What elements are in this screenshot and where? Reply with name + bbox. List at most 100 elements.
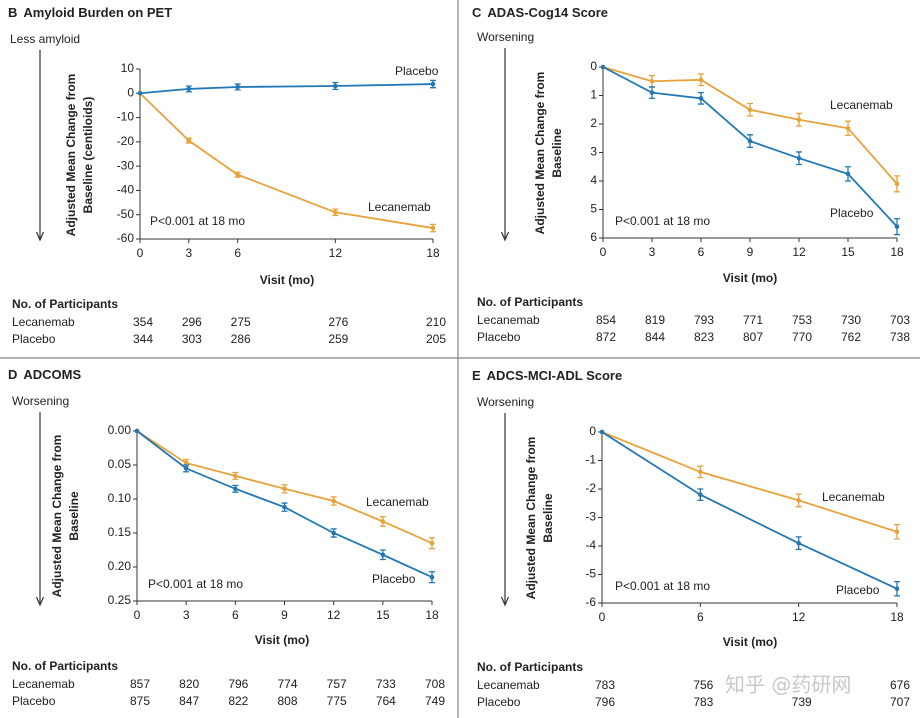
data-point <box>698 96 704 101</box>
y-tick-label: 0.10 <box>108 491 132 505</box>
y-tick-label: 0.20 <box>108 559 132 573</box>
panel-label: B <box>8 5 17 20</box>
y-tick-label: -10 <box>117 110 135 124</box>
table-cell: 707 <box>890 695 910 709</box>
panel-title-text: Amyloid Burden on PET <box>23 5 172 20</box>
panel-title-text: ADCS-MCI-ADL Score <box>487 368 623 383</box>
table-row-name: Placebo <box>12 694 56 708</box>
table-cell: 774 <box>277 677 297 691</box>
x-tick-label: 18 <box>425 608 439 622</box>
y-axis-label-line: Adjusted Mean Change from <box>50 435 64 598</box>
y-tick-label: -20 <box>117 134 135 148</box>
series-label: Lecanemab <box>368 200 431 214</box>
panel-title: C ADAS-Cog14 Score <box>472 5 608 20</box>
data-point <box>233 473 238 479</box>
table-cell: 820 <box>179 677 199 691</box>
y-axis-label-line: Adjusted Mean Change from <box>64 74 78 237</box>
x-tick-label: 9 <box>747 245 754 259</box>
annotation: P<0.001 at 18 mo <box>148 577 243 591</box>
table-cell: 775 <box>327 694 347 708</box>
data-point <box>331 530 336 536</box>
x-tick-label: 12 <box>327 608 341 622</box>
y-axis-label-line: Adjusted Mean Change from <box>533 72 547 235</box>
table-row-name: Lecanemab <box>477 313 540 327</box>
direction-arrow <box>35 412 45 607</box>
data-point <box>282 504 287 510</box>
table-cell: 764 <box>376 694 396 708</box>
data-point <box>137 90 143 96</box>
table-cell: 286 <box>231 332 251 346</box>
data-point <box>380 519 386 524</box>
x-tick-label: 9 <box>281 608 288 622</box>
table-cell: 823 <box>694 330 714 344</box>
table-cell: 771 <box>743 313 763 327</box>
table-cell: 344 <box>133 332 153 346</box>
table-cell: 703 <box>890 313 910 327</box>
x-tick-label: 15 <box>841 245 855 259</box>
data-point <box>796 540 801 546</box>
table-cell: 275 <box>231 315 251 329</box>
table-cell: 822 <box>228 694 248 708</box>
panel-title-text: ADAS-Cog14 Score <box>487 5 608 20</box>
table-row-name: Lecanemab <box>477 678 540 692</box>
data-point <box>894 224 900 229</box>
table-cell: 854 <box>596 313 616 327</box>
series-label: Lecanemab <box>822 490 885 504</box>
y-tick-label: -5 <box>585 567 596 581</box>
y-axis-label-line: Baseline (centiloids) <box>81 97 95 214</box>
table-title: No. of Participants <box>12 297 118 311</box>
y-tick-label: 3 <box>590 145 597 159</box>
table-row-name: Placebo <box>477 695 521 709</box>
table-cell: 205 <box>426 332 446 346</box>
y-axis-label: Adjusted Mean Change from Baseline <box>50 435 81 598</box>
table-cell: 739 <box>792 695 812 709</box>
y-tick-label: 0.05 <box>108 457 132 471</box>
data-point <box>430 81 436 87</box>
data-point <box>186 138 192 143</box>
y-tick-label: -40 <box>117 183 135 197</box>
x-tick-label: 0 <box>134 608 141 622</box>
data-point <box>233 486 238 492</box>
data-point <box>282 486 287 492</box>
data-point <box>429 574 435 580</box>
data-point <box>796 155 802 161</box>
data-point <box>333 83 338 89</box>
table-title: No. of Participants <box>12 659 118 673</box>
table-cell: 807 <box>743 330 763 344</box>
x-tick-label: 12 <box>329 246 343 260</box>
data-point <box>796 498 801 503</box>
data-point <box>380 552 386 558</box>
table-cell: 875 <box>130 694 150 708</box>
x-axis-label: Visit (mo) <box>723 271 777 285</box>
panel-label: C <box>472 5 482 20</box>
table-cell: 762 <box>841 330 861 344</box>
x-tick-label: 18 <box>426 246 440 260</box>
y-tick-label: 0 <box>590 59 597 73</box>
direction-arrow <box>500 413 510 607</box>
table-cell: 783 <box>693 695 713 709</box>
data-point <box>331 498 336 504</box>
series-label: Placebo <box>372 572 416 586</box>
series-label: Lecanemab <box>830 98 893 112</box>
series-label: Lecanemab <box>366 495 429 509</box>
y-axis-label-line: Adjusted Mean Change from <box>524 437 538 600</box>
table-title: No. of Participants <box>477 660 583 674</box>
panel-title-text: ADCOMS <box>23 367 81 382</box>
table-cell: 276 <box>328 315 348 329</box>
series-label: Placebo <box>836 583 880 597</box>
table-row-name: Placebo <box>12 332 56 346</box>
x-tick-label: 6 <box>698 245 705 259</box>
y-tick-label: -2 <box>585 481 596 495</box>
table-cell: 738 <box>890 330 910 344</box>
y-axis-label-line: Baseline <box>550 128 564 178</box>
table-row-name: Lecanemab <box>12 677 75 691</box>
x-tick-label: 12 <box>792 245 806 259</box>
y-tick-label: 0.15 <box>108 525 132 539</box>
table-cell: 770 <box>792 330 812 344</box>
y-tick-label: -4 <box>585 538 596 552</box>
x-axis-label: Visit (mo) <box>260 273 314 287</box>
series-line <box>601 431 898 590</box>
x-axis-label: Visit (mo) <box>255 633 309 647</box>
x-tick-label: 6 <box>232 608 239 622</box>
